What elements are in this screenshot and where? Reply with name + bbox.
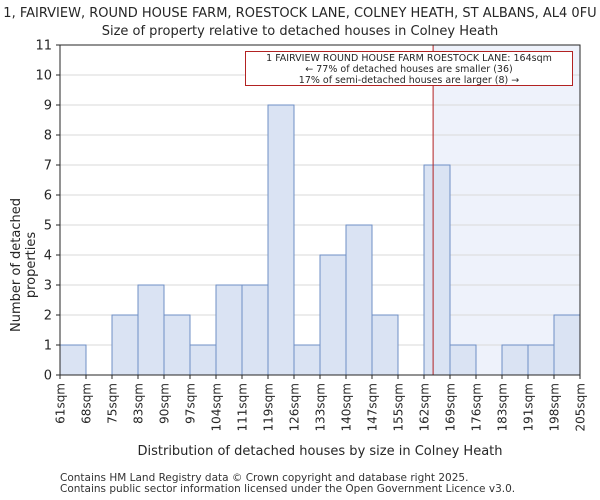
- x-axis-label: Distribution of detached houses by size …: [137, 444, 503, 459]
- bar: [371, 314, 399, 376]
- y-tick-label: 1: [44, 339, 52, 354]
- bar: [241, 284, 269, 376]
- y-tick-label: 6: [44, 189, 52, 204]
- x-tick-label: 61sqm: [54, 383, 68, 424]
- x-tick-label: 205sqm: [574, 383, 588, 431]
- bar: [319, 254, 347, 376]
- bar: [501, 344, 529, 376]
- y-tick-label: 11: [35, 39, 52, 54]
- x-tick-label: 126sqm: [288, 383, 302, 431]
- bar: [553, 314, 581, 376]
- y-tick-label: 2: [44, 309, 52, 324]
- x-tick-label: 111sqm: [236, 383, 250, 431]
- y-tick-label: 5: [44, 219, 52, 234]
- x-tick-label: 198sqm: [548, 383, 562, 431]
- x-tick-label: 162sqm: [418, 383, 432, 431]
- bar: [267, 104, 295, 376]
- y-tick-label: 8: [44, 129, 52, 144]
- annotation-line-3: 17% of semi-detached houses are larger (…: [298, 75, 520, 86]
- footer-line-1: Contains HM Land Registry data © Crown c…: [60, 472, 469, 484]
- bar: [137, 284, 165, 376]
- y-tick-label: 0: [44, 369, 52, 384]
- x-tick-label: 104sqm: [210, 383, 224, 431]
- bar: [215, 284, 243, 376]
- y-tick-label: 4: [44, 249, 52, 264]
- bar: [449, 344, 477, 376]
- y-tick-label: 3: [44, 279, 52, 294]
- x-tick-label: 90sqm: [158, 383, 172, 424]
- bar: [345, 224, 373, 376]
- x-tick-label: 119sqm: [262, 383, 276, 431]
- y-axis-label: Number of detached properties: [9, 198, 39, 332]
- annotation-line-1: 1 FAIRVIEW ROUND HOUSE FARM ROESTOCK LAN…: [266, 53, 552, 64]
- x-tick-label: 191sqm: [522, 383, 536, 431]
- x-tick-label: 75sqm: [106, 383, 120, 424]
- bar: [163, 314, 191, 376]
- x-tick-label: 68sqm: [80, 383, 94, 424]
- chart-title: 1, FAIRVIEW, ROUND HOUSE FARM, ROESTOCK …: [3, 6, 597, 21]
- x-tick-label: 183sqm: [496, 383, 510, 431]
- x-tick-label: 133sqm: [314, 383, 328, 431]
- x-tick-label: 176sqm: [470, 383, 484, 431]
- annotation-line-2: ← 77% of detached houses are smaller (36…: [305, 64, 513, 75]
- x-tick-label: 140sqm: [340, 383, 354, 431]
- y-tick-label: 9: [44, 99, 52, 114]
- bar: [189, 344, 217, 376]
- footer-line-2: Contains public sector information licen…: [60, 483, 516, 495]
- marker-annotation: 1 FAIRVIEW ROUND HOUSE FARM ROESTOCK LAN…: [245, 51, 573, 86]
- x-tick-label: 83sqm: [132, 383, 146, 424]
- bar: [423, 164, 451, 376]
- x-tick-label: 97sqm: [184, 383, 198, 424]
- bar: [293, 344, 321, 376]
- bar: [527, 344, 555, 376]
- x-tick-label: 147sqm: [366, 383, 380, 431]
- bar: [59, 344, 87, 376]
- y-tick-label: 7: [44, 159, 52, 174]
- bar: [111, 314, 139, 376]
- y-tick-label: 10: [35, 69, 52, 84]
- x-tick-label: 169sqm: [444, 383, 458, 431]
- chart-subtitle: Size of property relative to detached ho…: [101, 24, 499, 39]
- x-tick-label: 155sqm: [392, 383, 406, 431]
